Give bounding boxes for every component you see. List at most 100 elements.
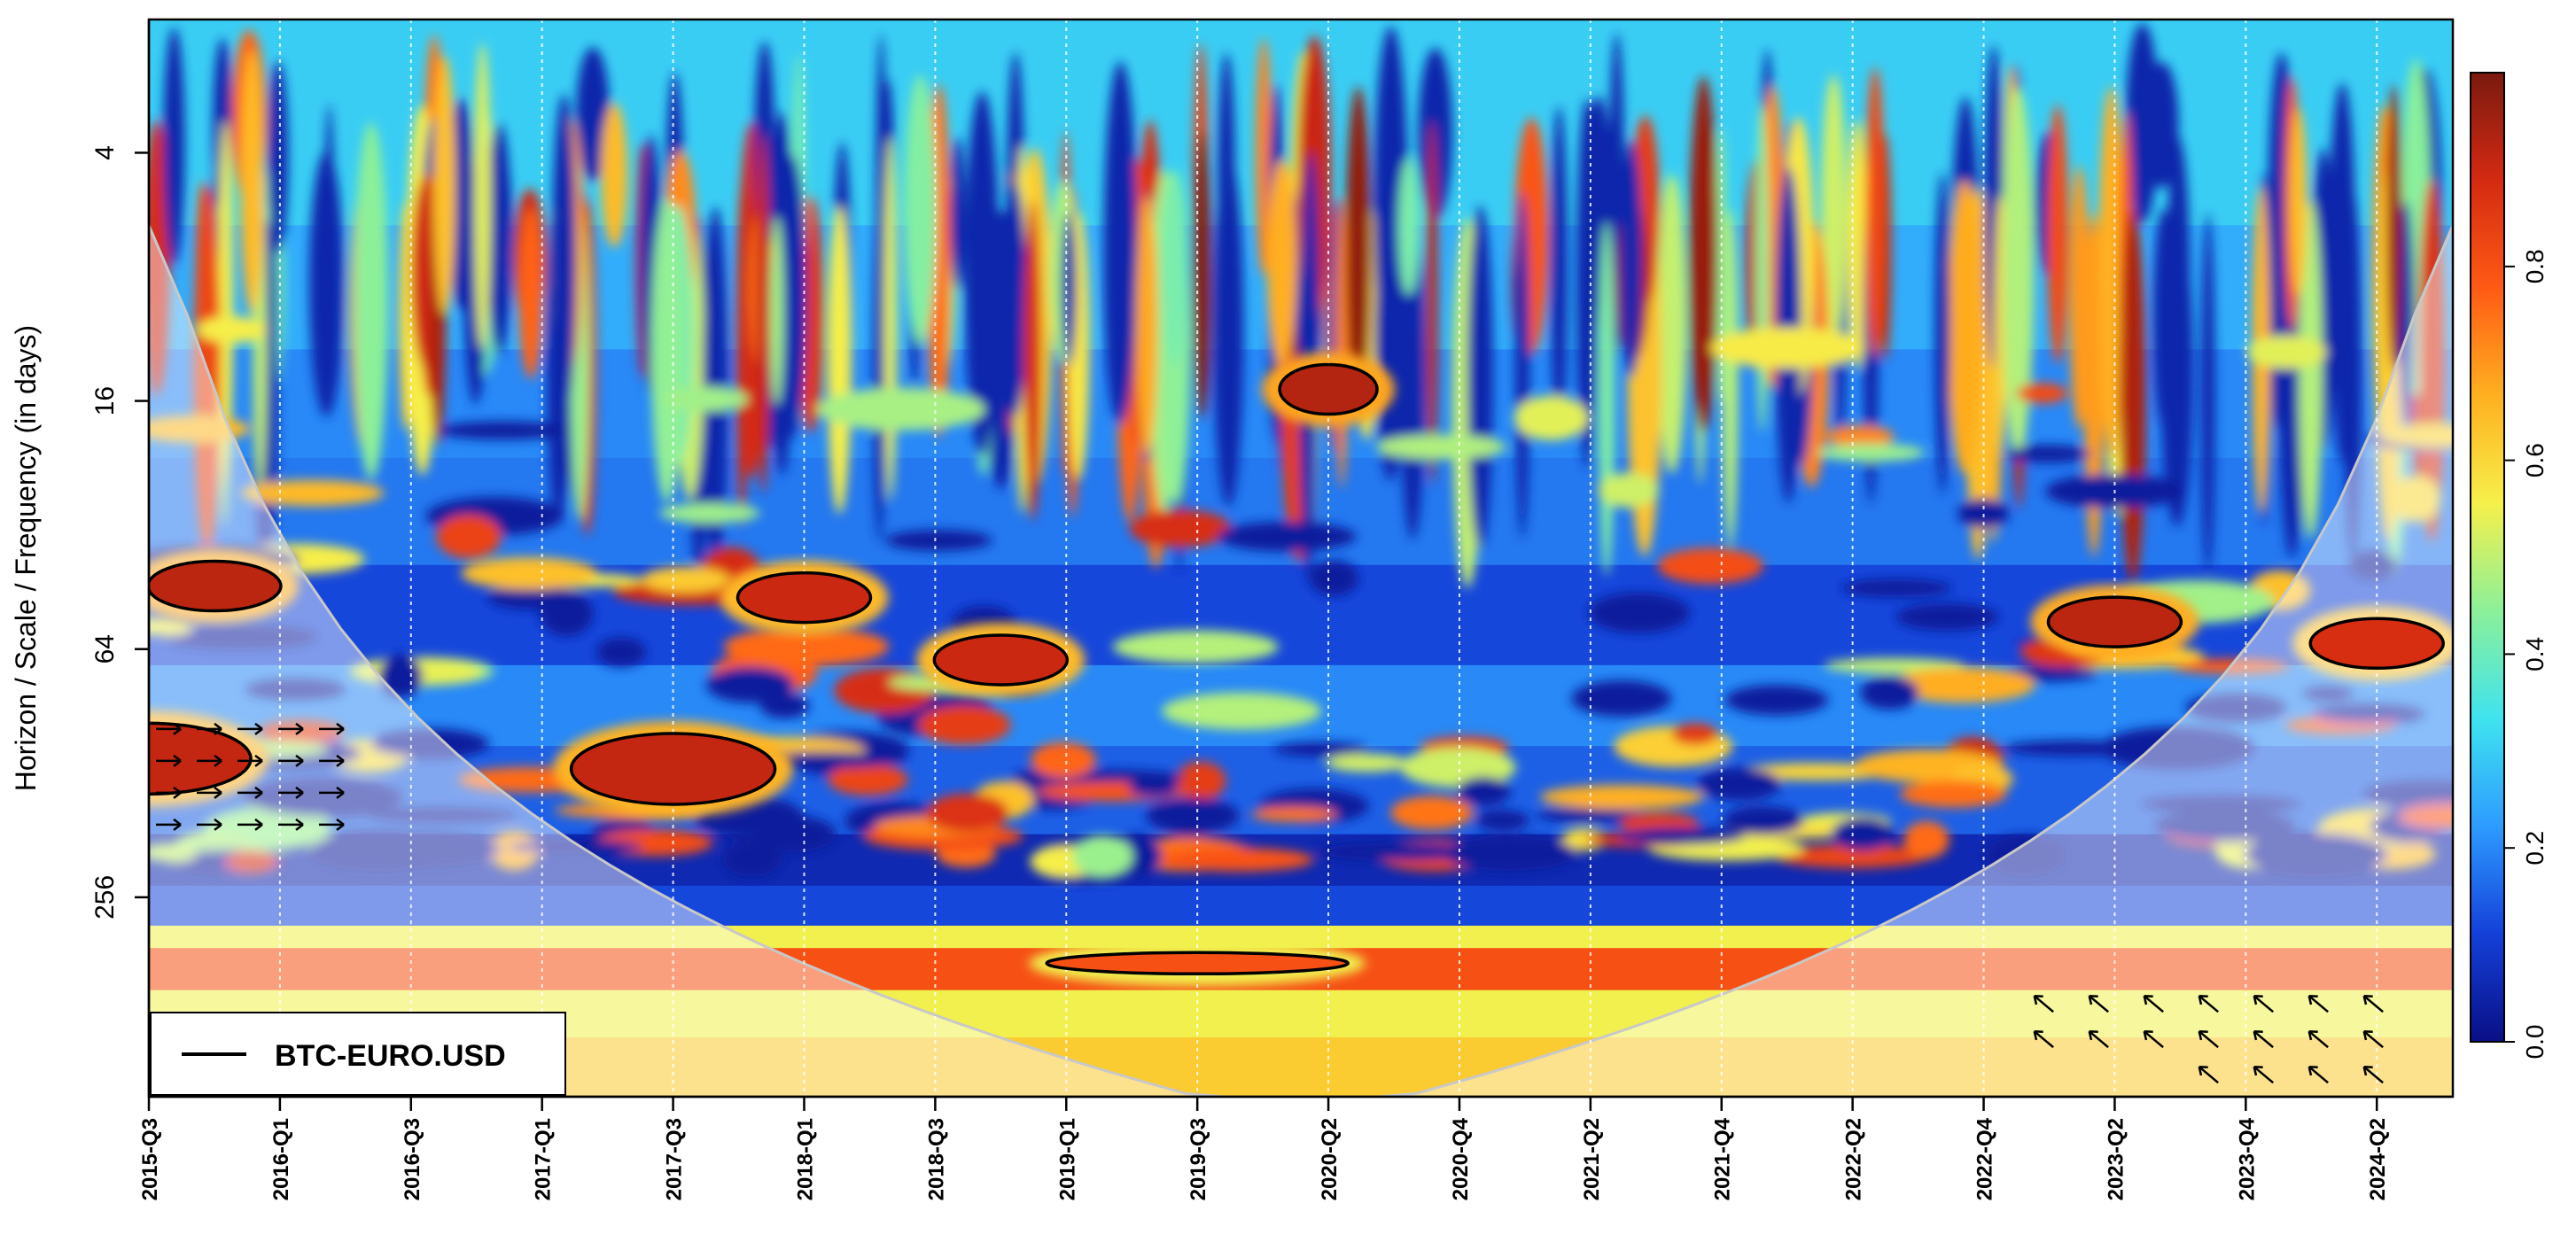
patch bbox=[706, 666, 795, 703]
x-tick-label: 2018-Q1 bbox=[793, 1118, 817, 1200]
streak bbox=[2125, 22, 2160, 222]
patch bbox=[1217, 521, 1357, 552]
phase-arrow bbox=[319, 818, 345, 831]
patch bbox=[1598, 473, 1660, 508]
y-tick-label: 16 bbox=[90, 386, 120, 415]
patch bbox=[1817, 443, 1925, 462]
patch bbox=[1841, 578, 1952, 598]
patch bbox=[1514, 396, 1588, 440]
phase-arrow bbox=[2033, 994, 2054, 1013]
streak bbox=[2047, 105, 2068, 364]
streak bbox=[2299, 200, 2323, 539]
streak bbox=[964, 91, 1000, 457]
streak bbox=[703, 206, 728, 569]
x-tick-label: 2016-Q1 bbox=[269, 1118, 293, 1200]
streak bbox=[1948, 180, 1982, 475]
streak bbox=[267, 61, 289, 253]
streak bbox=[218, 120, 234, 487]
streak bbox=[1599, 221, 1615, 577]
phase-arrow bbox=[278, 722, 304, 735]
colorbar-tick-label: 0.6 bbox=[2521, 443, 2549, 477]
colorbar-tick-label: 0.2 bbox=[2521, 831, 2549, 866]
phase-arrow bbox=[2253, 994, 2274, 1013]
phase-arrow bbox=[319, 722, 345, 735]
x-axis: 2015-Q3 2016-Q1 2016-Q3 2017-Q1 2017-Q3 2018-… bbox=[138, 1095, 2453, 1200]
streak bbox=[876, 34, 887, 379]
streak bbox=[1755, 104, 1769, 432]
patch bbox=[1657, 547, 1764, 585]
y-tick-label: 4 bbox=[90, 145, 120, 160]
streak bbox=[1193, 130, 1211, 419]
streak bbox=[1135, 195, 1158, 456]
patch bbox=[1724, 685, 1829, 716]
x-tick-label: 2021-Q2 bbox=[1580, 1118, 1604, 1200]
streak bbox=[1550, 105, 1568, 438]
cone-of-influence bbox=[149, 19, 2453, 1097]
streak bbox=[1426, 120, 1438, 485]
streak bbox=[474, 43, 491, 351]
legend: BTC-EURO.USD bbox=[150, 1012, 566, 1096]
significant-region-8 bbox=[149, 721, 253, 796]
patch bbox=[1895, 602, 1999, 631]
patch bbox=[1146, 797, 1240, 834]
streak bbox=[776, 154, 807, 439]
coherence-texture bbox=[149, 22, 2453, 884]
patch bbox=[2362, 780, 2453, 809]
patch bbox=[2154, 809, 2295, 843]
streak bbox=[735, 187, 748, 528]
phase-arrow bbox=[2198, 994, 2219, 1013]
patch bbox=[461, 557, 597, 590]
patch bbox=[1710, 327, 1865, 369]
patch bbox=[1571, 679, 1672, 717]
phase-arrow bbox=[156, 754, 182, 767]
patch bbox=[752, 816, 837, 853]
patch bbox=[436, 421, 570, 440]
patch bbox=[1831, 817, 1895, 851]
legend-entry-label: BTC-EURO.USD bbox=[275, 1039, 506, 1073]
streak bbox=[1656, 174, 1687, 474]
phase-arrow bbox=[237, 754, 263, 767]
streak bbox=[904, 74, 938, 345]
x-tick-label: 2017-Q1 bbox=[532, 1118, 556, 1200]
patch bbox=[1888, 667, 2035, 703]
streak bbox=[1514, 191, 1530, 539]
streak bbox=[1256, 38, 1272, 276]
phase-arrow bbox=[2033, 1029, 2054, 1049]
streak bbox=[551, 94, 577, 429]
patch bbox=[2185, 693, 2287, 723]
patch bbox=[1272, 741, 1368, 757]
patch bbox=[1250, 807, 1337, 822]
patch bbox=[918, 705, 1011, 745]
patch bbox=[595, 637, 647, 667]
significant-region-3 bbox=[932, 633, 1070, 687]
coherence-blobs bbox=[149, 22, 2453, 987]
significant-region-0 bbox=[149, 559, 283, 613]
patch bbox=[2378, 423, 2453, 447]
patch bbox=[1031, 741, 1096, 779]
phase-arrow bbox=[2362, 1029, 2384, 1049]
phase-arrow bbox=[2308, 1065, 2329, 1084]
patch bbox=[834, 668, 936, 714]
plot-area bbox=[149, 19, 2453, 1097]
coi-boundary bbox=[149, 224, 2453, 1097]
patch bbox=[1536, 807, 1646, 823]
streak bbox=[2290, 108, 2308, 295]
streak bbox=[1467, 206, 1493, 549]
significant-region-5 bbox=[1278, 362, 1379, 416]
streak bbox=[2332, 149, 2351, 464]
patch bbox=[1072, 835, 1132, 878]
x-tick-label: 2020-Q2 bbox=[1318, 1118, 1342, 1200]
streak bbox=[163, 27, 185, 266]
y-tick-label: 64 bbox=[90, 634, 120, 664]
streak bbox=[1161, 168, 1188, 367]
streak bbox=[1023, 200, 1041, 520]
colorbar-tick-label: 0.8 bbox=[2521, 249, 2549, 283]
patch bbox=[1540, 784, 1705, 810]
patch bbox=[2246, 335, 2327, 369]
x-tick-label: 2024-Q2 bbox=[2366, 1118, 2390, 1200]
y-axis-label: Horizon / Scale / Frequency (in days) bbox=[10, 325, 42, 791]
x-tick-label: 2015-Q3 bbox=[138, 1118, 162, 1200]
streak bbox=[518, 207, 543, 379]
streak bbox=[827, 206, 852, 515]
phase-arrow bbox=[197, 818, 222, 831]
